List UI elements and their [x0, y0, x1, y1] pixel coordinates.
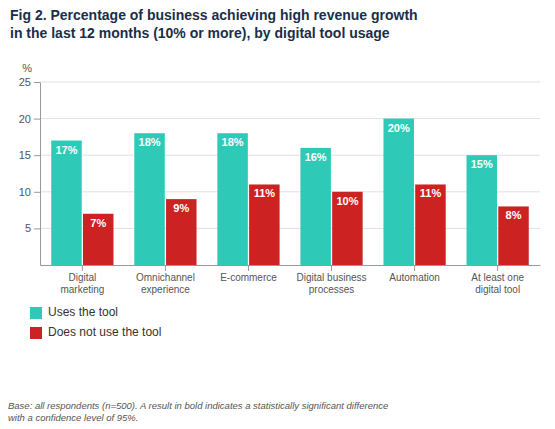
x-tick: At least onedigital tool [471, 265, 524, 295]
y-axis: 5 10 15 20 25 [19, 76, 41, 265]
x-tick: Automation [389, 265, 440, 283]
x-tick-label: At least onedigital tool [471, 272, 524, 295]
x-tick-mark [331, 265, 332, 271]
x-tick: Omnichannelexperience [136, 265, 195, 295]
chart: Fig 2. Percentage of business achieving … [0, 0, 555, 429]
y-tick-label: 25 [19, 76, 31, 88]
y-tick: 20 [19, 113, 40, 125]
y-tick-mark [34, 192, 40, 193]
bar [383, 119, 413, 265]
data-label: 16% [305, 151, 327, 163]
bar [166, 199, 196, 265]
x-tick-label: Digital businessprocesses [297, 272, 367, 295]
grid-line [40, 155, 540, 156]
bar [467, 155, 497, 265]
x-tick-label: E-commerce [220, 272, 277, 283]
x-tick-label-line: digital tool [475, 284, 520, 295]
x-tick-label-line: Omnichannel [136, 272, 195, 283]
y-tick-mark [34, 228, 40, 229]
x-tick-label-line: marketing [60, 284, 104, 295]
y-tick: 15 [19, 149, 40, 161]
series [51, 119, 497, 265]
legend-item: Does not use the tool [30, 325, 161, 339]
y-tick: 5 [25, 222, 40, 234]
title-line: in the last 12 months (10% or more), by … [10, 25, 390, 41]
data-label: 18% [139, 136, 161, 148]
data-label: 17% [55, 144, 77, 156]
legend-item: Uses the tool [30, 305, 118, 319]
y-axis-line [40, 83, 41, 266]
x-tick-mark [165, 265, 166, 271]
bars [51, 119, 529, 265]
title: Fig 2. Percentage of business achieving … [10, 7, 418, 41]
bar [415, 184, 445, 265]
x-tick-mark [497, 265, 498, 271]
data-label: 15% [471, 158, 493, 170]
x-tick-label-line: At least one [471, 272, 524, 283]
data-label: 11% [420, 187, 442, 199]
y-tick-label: 15 [19, 149, 31, 161]
footnote-line: Base: all respondents (n=500). A result … [8, 400, 388, 411]
y-tick-label: 5 [25, 222, 31, 234]
y-tick-mark [34, 82, 40, 83]
bar [83, 214, 113, 265]
grid-line [40, 118, 540, 119]
y-tick: 25 [19, 76, 40, 88]
footnote: Base: all respondents (n=500). A result … [8, 400, 388, 423]
data-label: 10% [336, 195, 358, 207]
grid-line [40, 82, 540, 83]
data-label: 7% [90, 217, 106, 229]
data-labels: 17% 18% 18% 16% 20% 15% 7% 9% 11% 10% 11% 8% [55, 122, 521, 229]
legend-swatch [30, 327, 42, 339]
data-label: 11% [254, 187, 276, 199]
x-tick-mark [414, 265, 415, 271]
bar [332, 192, 362, 265]
x-tick: Digitalmarketing [60, 265, 104, 295]
title-line: Fig 2. Percentage of business achieving … [10, 7, 418, 23]
legend-label: Uses the tool [48, 305, 118, 319]
plot: 17% 18% 18% 16% 20% 15% 7% 9% 11% 10% 11% 8% 5 10 15 20… [19, 76, 541, 295]
x-tick-mark [82, 265, 83, 271]
legend: Uses the tool Does not use the tool [30, 305, 161, 339]
x-tick-label-line: Digital [68, 272, 96, 283]
x-tick-label: Automation [389, 272, 440, 283]
grid-line [40, 191, 540, 192]
x-tick-label-line: Automation [389, 272, 440, 283]
data-label: 18% [222, 136, 244, 148]
data-label: 8% [506, 209, 522, 221]
bar [51, 141, 81, 265]
bar [217, 133, 247, 265]
y-tick-label: 20 [19, 113, 31, 125]
data-label: 9% [173, 202, 189, 214]
legend-label: Does not use the tool [48, 325, 161, 339]
bar [300, 148, 330, 265]
footnote-line: with a confidence level of 95%. [8, 412, 138, 423]
x-tick: Digital businessprocesses [297, 265, 367, 295]
x-tick-label-line: E-commerce [220, 272, 277, 283]
y-tick-mark [34, 119, 40, 120]
x-tick-label-line: experience [141, 284, 190, 295]
series [83, 184, 529, 265]
x-axis: Digitalmarketing Omnichannelexperience E-c… [41, 265, 541, 295]
grid-line [40, 228, 540, 229]
x-tick: E-commerce [220, 265, 277, 283]
x-tick-label-line: Digital business [297, 272, 367, 283]
grid [40, 82, 540, 228]
y-tick: 10 [19, 186, 40, 198]
x-tick-label: Omnichannelexperience [136, 272, 195, 295]
bar [134, 133, 164, 265]
x-tick-label: Digitalmarketing [60, 272, 104, 295]
x-tick-mark [248, 265, 249, 271]
x-tick-label-line: processes [309, 284, 355, 295]
y-axis-label: % [22, 62, 32, 74]
legend-swatch [30, 307, 42, 319]
data-label: 20% [388, 122, 410, 134]
bar [498, 206, 528, 265]
y-tick-label: 10 [19, 186, 31, 198]
bar [249, 184, 279, 265]
y-tick-mark [34, 155, 40, 156]
x-axis-line [41, 265, 541, 266]
